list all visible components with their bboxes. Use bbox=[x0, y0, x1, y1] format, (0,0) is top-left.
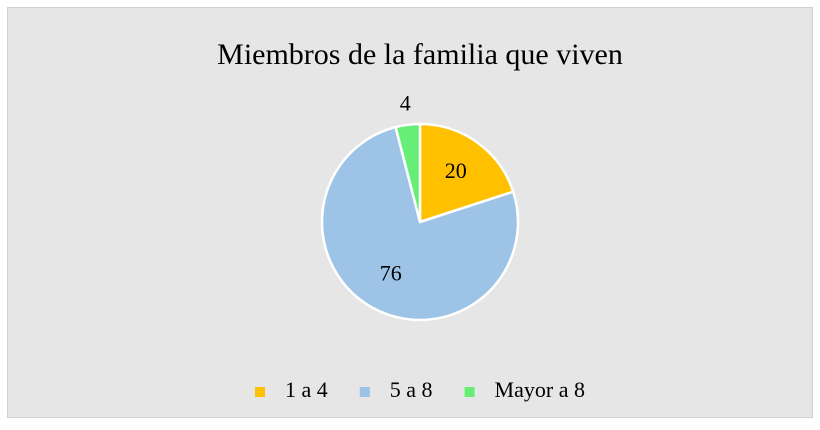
legend-label: 1 a 4 bbox=[285, 377, 328, 402]
legend-label: Mayor a 8 bbox=[495, 377, 585, 402]
data-label: 4 bbox=[400, 90, 411, 115]
legend-swatch bbox=[255, 387, 266, 397]
legend-swatch bbox=[359, 387, 370, 397]
pie-slice bbox=[320, 125, 520, 322]
legend-swatch bbox=[464, 387, 475, 397]
chart-title: Miembros de la familia que viven bbox=[217, 38, 623, 71]
pie-slice bbox=[418, 122, 515, 224]
legend-label: 5 a 8 bbox=[390, 377, 433, 402]
data-label: 76 bbox=[380, 260, 402, 285]
pie-slice bbox=[394, 122, 422, 223]
data-label: 20 bbox=[445, 158, 467, 183]
